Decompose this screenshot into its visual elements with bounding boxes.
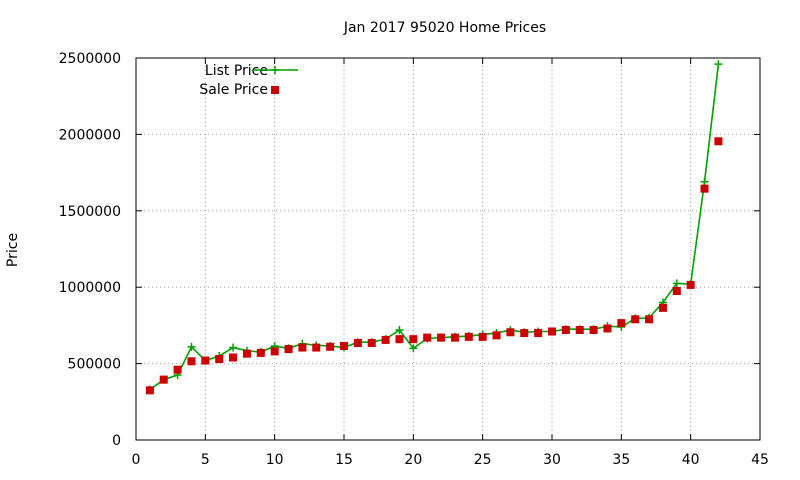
list-price-point [700, 177, 709, 186]
sale-price-point [658, 303, 667, 312]
x-tick-label: 10 [266, 452, 284, 468]
x-tick-label: 45 [751, 452, 769, 468]
legend-marker-sale-price [271, 86, 279, 94]
sale-price-point [340, 342, 348, 351]
sale-price-point [270, 347, 279, 356]
sale-price-point [229, 353, 238, 362]
legend: List Price Sale Price [199, 63, 298, 98]
sale-price-point [367, 338, 376, 347]
x-tick-label: 25 [474, 452, 492, 468]
sale-price-point [423, 333, 432, 342]
list-price-point [714, 60, 723, 69]
x-tick-label: 20 [404, 452, 422, 468]
series-0 [145, 60, 723, 394]
series [145, 60, 723, 395]
sale-price-point [700, 184, 709, 193]
sale-price-point [215, 355, 224, 364]
sale-price-point [645, 315, 654, 324]
legend-label-list-price: List Price [205, 63, 268, 79]
sale-price-point [548, 327, 556, 336]
list-price-line [149, 64, 720, 391]
series-1 [145, 137, 723, 395]
sale-price-point [437, 333, 446, 342]
list-price-point [395, 325, 404, 334]
sale-price-point [686, 280, 695, 289]
sale-price-point [298, 343, 307, 352]
list-price-point [672, 279, 681, 288]
sale-price-point [159, 375, 168, 384]
sale-price-point [326, 342, 335, 351]
sale-price-point [201, 356, 210, 365]
sale-price-point [478, 332, 487, 341]
sale-price-point [714, 137, 723, 146]
sale-price-point [561, 325, 570, 334]
axes [135, 57, 761, 441]
list-price-point [187, 342, 196, 351]
y-tick-label: 2000000 [59, 127, 121, 143]
sale-price-point [284, 345, 293, 354]
sale-price-point [631, 315, 640, 324]
x-tick-label: 35 [612, 452, 630, 468]
sale-price-point [409, 335, 418, 344]
sale-price-point [617, 319, 626, 328]
sale-price-point [450, 333, 459, 342]
sale-price-point [575, 325, 584, 334]
y-tick-label: 0 [112, 433, 121, 449]
y-tick-label: 1500000 [59, 204, 121, 220]
grid-lines [136, 58, 760, 440]
sale-price-point [353, 338, 362, 347]
sale-price-point [381, 335, 390, 344]
sale-price-point [589, 325, 598, 334]
legend-label-sale-price: Sale Price [199, 82, 268, 98]
x-tick-label: 40 [682, 452, 700, 468]
sale-price-point [492, 331, 501, 340]
sale-price-point [145, 386, 154, 395]
sale-price-point [242, 349, 251, 358]
x-tick-label: 0 [132, 452, 141, 468]
sale-price-point [464, 332, 473, 341]
sale-price-point [534, 329, 543, 338]
y-tick-label: 2500000 [59, 51, 121, 67]
y-axis-label: Price [5, 233, 21, 267]
y-tick-label: 1000000 [59, 280, 121, 296]
list-price-point [229, 343, 238, 352]
sale-price-point [173, 365, 182, 374]
x-tick-label: 15 [335, 452, 353, 468]
sale-price-point [672, 287, 681, 296]
legend-marker-list-price [271, 66, 279, 74]
sale-price-point [187, 357, 196, 366]
chart-title: Jan 2017 95020 Home Prices [343, 20, 546, 36]
y-tick-label: 500000 [68, 357, 121, 373]
x-tick-label: 5 [201, 452, 210, 468]
sale-price-point [603, 324, 612, 333]
x-tick-label: 30 [543, 452, 561, 468]
list-price-point [409, 344, 418, 353]
plot-border [135, 57, 761, 441]
sale-price-point [256, 348, 265, 357]
sale-price-point [395, 335, 404, 344]
sale-price-point [312, 343, 321, 352]
sale-price-point [506, 328, 515, 337]
tick-labels: 0 5 10 15 20 25 30 35 40 45 0 500000 1000000 1500000 2… [59, 51, 769, 468]
sale-price-point [520, 329, 529, 338]
